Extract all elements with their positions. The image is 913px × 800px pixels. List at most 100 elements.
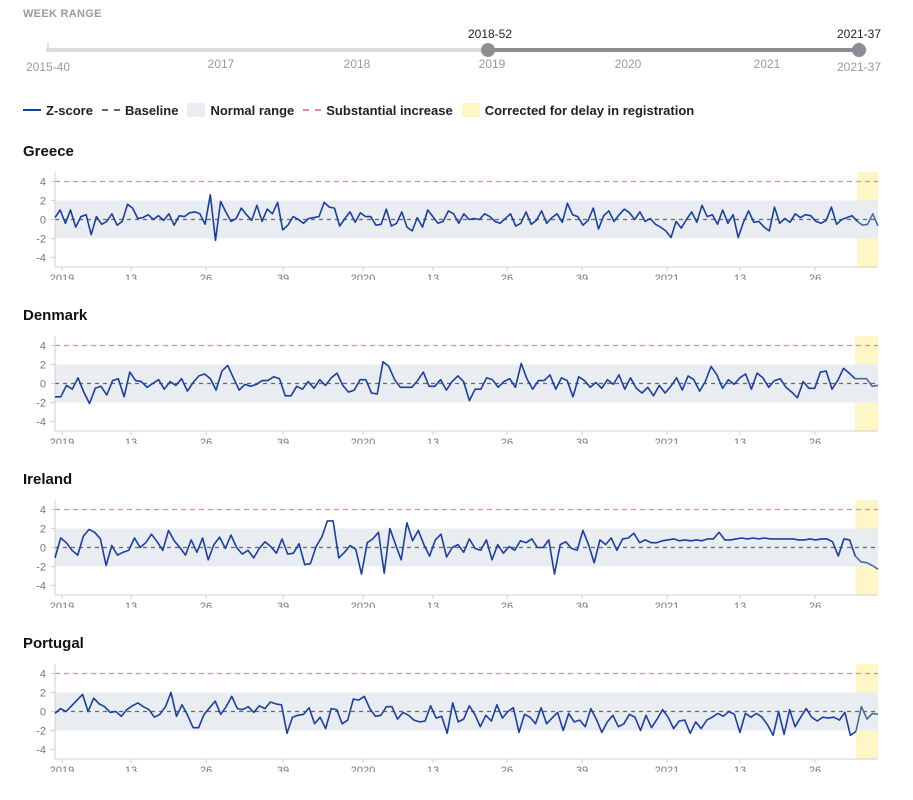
legend-substantial-increase[interactable]: Substantial increase <box>303 103 453 118</box>
y-tick-label: -4 <box>36 581 46 593</box>
slider-tick-label: 2019 <box>479 57 506 71</box>
x-tick-label: 26 <box>809 273 821 280</box>
x-tick-label: 39 <box>277 273 289 280</box>
week-range-slider[interactable]: 2018-52 2021-37 2015-40 2021-37 2017 201… <box>0 24 913 82</box>
legend-substantial-increase-swatch <box>303 109 322 111</box>
y-tick-label: -4 <box>36 253 46 265</box>
zscore-corrected-line <box>856 213 879 227</box>
x-tick-label: 26 <box>200 437 212 444</box>
chart-portugal: -4 -2 0 2 4 2019 13 26 39 2020 13 26 39 2021 13 26 <box>36 664 879 772</box>
chart-title-portugal: Portugal <box>23 635 84 652</box>
x-tick-label: 26 <box>809 765 821 772</box>
x-tick-label: 2021 <box>655 601 679 608</box>
zscore-corrected-line <box>854 555 879 570</box>
x-tick-label: 13 <box>427 273 439 280</box>
legend-normal-range-swatch <box>187 103 206 117</box>
x-tick-label: 39 <box>576 437 588 444</box>
x-tick-label: 26 <box>501 273 513 280</box>
slider-start-handle[interactable] <box>481 43 495 57</box>
slider-min-label: 2015-40 <box>26 60 70 74</box>
y-tick-label: -2 <box>36 726 46 738</box>
y-tick-label: 0 <box>40 215 46 227</box>
y-tick-label: 4 <box>40 669 46 681</box>
legend-normal-range-label: Normal range <box>210 102 295 118</box>
y-tick-label: 2 <box>40 196 46 208</box>
x-tick-label: 13 <box>125 273 137 280</box>
y-tick-label: 0 <box>40 707 46 719</box>
x-tick-label: 2019 <box>50 437 74 444</box>
y-tick-label: 4 <box>40 341 46 353</box>
x-tick-label: 26 <box>501 765 513 772</box>
x-tick-label: 13 <box>734 273 746 280</box>
y-tick-label: -4 <box>36 745 46 757</box>
chart-title-greece: Greece <box>23 143 74 160</box>
zscore-corrected-line <box>855 705 879 732</box>
legend-baseline-label: Baseline <box>124 102 179 118</box>
y-tick-label: 2 <box>40 688 46 700</box>
legend-normal-range[interactable]: Normal range <box>187 103 294 118</box>
x-tick-label: 39 <box>277 437 289 444</box>
y-tick-label: 2 <box>40 524 46 536</box>
x-tick-label: 2021 <box>655 273 679 280</box>
week-range-title: WEEK RANGE <box>23 8 102 20</box>
slider-tick-label: 2021 <box>754 57 781 71</box>
chart-title-denmark: Denmark <box>23 307 88 324</box>
x-tick-label: 2019 <box>50 273 74 280</box>
y-tick-label: 0 <box>40 543 46 555</box>
x-tick-label: 2019 <box>50 765 74 772</box>
x-tick-label: 2020 <box>351 765 375 772</box>
y-tick-label: -4 <box>36 417 46 429</box>
x-tick-label: 13 <box>427 765 439 772</box>
slider-tick-label: 2018 <box>344 57 371 71</box>
zscore-series-line <box>54 194 858 242</box>
legend-zscore-swatch <box>23 109 41 111</box>
x-tick-label: 2020 <box>351 437 375 444</box>
y-tick-label: 4 <box>40 505 46 517</box>
y-tick-label: 2 <box>40 360 46 372</box>
slider-tick-label: 2017 <box>208 57 235 71</box>
chart-title-ireland: Ireland <box>23 471 73 488</box>
x-tick-label: 39 <box>277 601 289 608</box>
zscore-corrected-line <box>855 377 879 388</box>
legend-corrected[interactable]: Corrected for delay in registration <box>461 102 695 118</box>
chart-denmark: -4 -2 0 2 4 2019 13 26 39 2020 13 26 39 2021 13 26 <box>36 336 879 444</box>
x-tick-label: 2020 <box>351 601 375 608</box>
legend: Z-score Baseline Normal range Substantia… <box>23 101 703 119</box>
x-tick-label: 13 <box>427 437 439 444</box>
zscore-series-line <box>54 520 857 575</box>
x-tick-label: 13 <box>125 437 137 444</box>
x-tick-label: 26 <box>501 601 513 608</box>
x-tick-label: 13 <box>125 601 137 608</box>
x-tick-label: 26 <box>200 273 212 280</box>
legend-zscore-label: Z-score <box>46 102 93 118</box>
x-tick-label: 26 <box>200 601 212 608</box>
slider-end-handle[interactable] <box>852 43 866 57</box>
slider-max-label: 2021-37 <box>837 60 881 74</box>
slider-end-value: 2021-37 <box>837 27 881 41</box>
y-tick-label: -2 <box>36 562 46 574</box>
zscore-series-line <box>55 360 856 405</box>
legend-corrected-swatch <box>461 103 480 117</box>
slider-tick-label: 2020 <box>615 57 642 71</box>
x-tick-label: 39 <box>576 601 588 608</box>
legend-corrected-label: Corrected for delay in registration <box>484 102 695 118</box>
x-tick-label: 26 <box>501 437 513 444</box>
x-tick-label: 2020 <box>351 273 375 280</box>
y-tick-label: 0 <box>40 379 46 391</box>
y-tick-label: -2 <box>36 234 46 246</box>
chart-ireland: -4 -2 0 2 4 2019 13 26 39 2020 13 26 39 2021 13 26 <box>36 500 879 608</box>
y-tick-label: -2 <box>36 398 46 410</box>
x-tick-label: 13 <box>734 601 746 608</box>
x-tick-label: 13 <box>125 765 137 772</box>
x-tick-label: 2021 <box>655 765 679 772</box>
legend-baseline[interactable]: Baseline <box>101 102 179 118</box>
x-tick-label: 26 <box>200 765 212 772</box>
legend-zscore[interactable]: Z-score <box>23 103 93 118</box>
x-tick-label: 39 <box>277 765 289 772</box>
slider-start-value: 2018-52 <box>468 27 512 41</box>
x-tick-label: 39 <box>576 273 588 280</box>
chart-greece: -4 -2 0 2 4 2019 13 26 39 2020 13 26 39 2021 13 26 <box>36 172 879 280</box>
legend-baseline-swatch <box>101 109 120 111</box>
x-tick-label: 26 <box>809 437 821 444</box>
x-tick-label: 39 <box>576 765 588 772</box>
